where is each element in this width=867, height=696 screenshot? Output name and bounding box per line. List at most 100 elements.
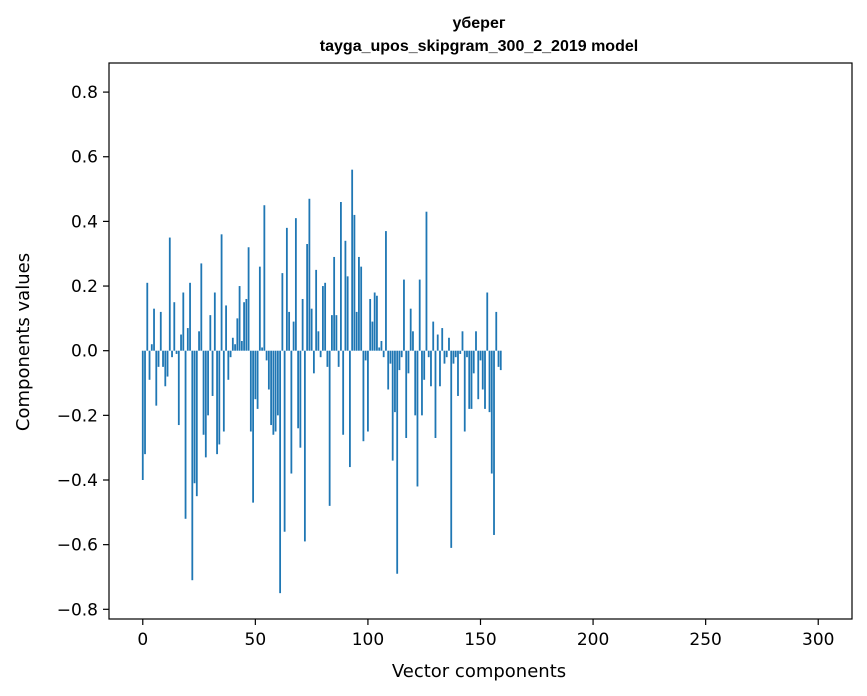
bar-component-33	[216, 350, 218, 455]
y-axis: 0.8 0.6 0.4 0.2 0.0 −0.2 −0.4 −0.6 −0.8	[57, 83, 109, 620]
bar-component-13	[171, 350, 173, 358]
x-axis-label: Vector components	[392, 661, 566, 682]
bar-component-14	[173, 302, 176, 351]
bar-component-136	[448, 337, 450, 351]
bar-component-141	[459, 350, 462, 354]
bar-component-127	[427, 350, 430, 358]
bar-component-125	[423, 350, 426, 380]
bar-component-85	[333, 256, 336, 351]
bar-component-135	[445, 350, 448, 358]
bar-component-15	[175, 350, 178, 354]
bar-component-102	[371, 321, 374, 351]
bar-component-73	[306, 244, 309, 351]
bar-component-95	[355, 311, 358, 351]
bar-component-131	[436, 334, 439, 351]
bar-component-48	[249, 350, 252, 432]
bar-component-36	[222, 350, 225, 432]
bar-component-44	[240, 341, 243, 351]
plot-frame	[108, 62, 853, 620]
bar-component-126	[425, 211, 428, 351]
bar-component-105	[378, 347, 381, 351]
bar-component-12	[168, 237, 171, 351]
bar-component-157	[495, 311, 498, 351]
x-tick-label: 150	[464, 630, 496, 650]
bar-component-46	[245, 298, 248, 351]
bar-component-82	[326, 350, 329, 367]
bar-component-55	[265, 350, 268, 361]
bar-component-156	[493, 350, 495, 535]
bar-component-35	[220, 234, 223, 351]
bar-component-17	[180, 334, 182, 351]
bar-component-97	[360, 266, 363, 351]
bar-component-22	[191, 350, 194, 581]
bar-component-80	[321, 286, 324, 351]
bar-component-87	[337, 350, 340, 367]
bars-group	[141, 169, 502, 594]
bar-component-150	[479, 350, 482, 361]
bar-component-16	[177, 350, 180, 426]
bar-component-145	[468, 350, 471, 409]
y-tick-label: −0.8	[57, 600, 98, 620]
bar-component-58	[272, 350, 275, 435]
y-tick-label: −0.2	[57, 406, 98, 426]
bar-component-50	[254, 350, 257, 400]
bar-component-62	[281, 273, 284, 351]
bar-component-132	[439, 350, 441, 387]
bar-component-143	[463, 350, 466, 432]
bar-component-26	[200, 263, 203, 351]
bar-component-106	[380, 341, 383, 351]
bar-component-39	[229, 350, 232, 358]
bar-component-68	[294, 218, 297, 351]
bar-component-151	[481, 350, 484, 390]
bar-component-57	[270, 350, 273, 426]
bar-component-98	[362, 350, 365, 442]
y-tick-label: −0.4	[57, 471, 98, 491]
y-axis-label: Components values	[13, 253, 34, 431]
bar-component-5	[153, 308, 155, 351]
bar-component-138	[452, 350, 455, 364]
bar-component-63	[283, 350, 286, 532]
bar-component-30	[209, 315, 212, 351]
bar-component-37	[225, 305, 227, 351]
bar-component-128	[430, 350, 432, 387]
bar-component-69	[297, 350, 300, 429]
bar-component-158	[497, 350, 500, 367]
bar-component-27	[202, 350, 205, 435]
y-tick-label: −0.6	[57, 536, 98, 556]
bar-component-119	[409, 308, 412, 351]
bar-component-94	[353, 214, 356, 351]
bar-component-149	[477, 350, 480, 400]
bar-component-59	[274, 350, 277, 432]
bar-component-42	[236, 318, 239, 351]
bar-component-20	[186, 328, 189, 351]
chart-title: уберег	[452, 15, 505, 32]
bar-component-153	[486, 292, 489, 351]
bar-component-84	[331, 315, 333, 351]
bar-component-61	[279, 350, 282, 594]
bar-component-31	[211, 350, 214, 396]
y-tick-label: 0.6	[71, 148, 98, 168]
bar-component-32	[213, 292, 216, 351]
bar-component-144	[466, 350, 468, 358]
bar-component-7	[157, 350, 160, 367]
bar-component-41	[234, 344, 236, 351]
bar-component-45	[243, 302, 245, 351]
bar-component-89	[342, 350, 345, 435]
bar-component-92	[349, 350, 351, 468]
bar-component-72	[303, 350, 306, 542]
bar-component-10	[164, 350, 167, 387]
bar-component-53	[261, 347, 263, 351]
bar-component-152	[484, 350, 486, 409]
bar-component-47	[247, 247, 250, 351]
bar-component-159	[499, 350, 502, 371]
bar-component-18	[182, 292, 185, 351]
bar-component-40	[231, 337, 234, 351]
bar-component-129	[432, 321, 435, 351]
bar-component-109	[387, 350, 390, 390]
bar-component-146	[470, 350, 473, 409]
bar-component-51	[256, 350, 259, 409]
bar-component-147	[472, 350, 475, 374]
bar-component-101	[369, 298, 372, 351]
bar-component-121	[414, 350, 417, 416]
